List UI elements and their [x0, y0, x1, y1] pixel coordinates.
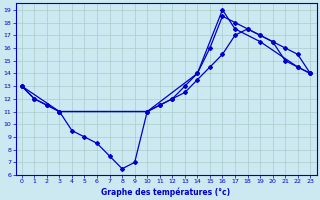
X-axis label: Graphe des températures (°c): Graphe des températures (°c) [101, 187, 231, 197]
